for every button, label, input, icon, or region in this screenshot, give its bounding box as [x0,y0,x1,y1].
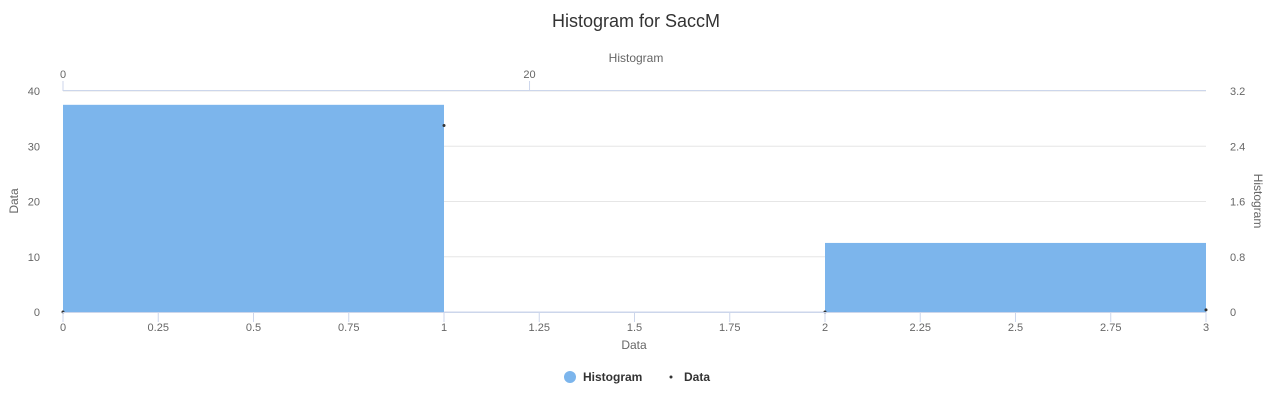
x-tick-label: 2.5 [1008,322,1023,334]
x-tick-label: 3 [1203,322,1209,334]
x-tick-label: 0 [60,322,66,334]
x-axis-title: Data [621,338,647,352]
y2-tick-label: 3.2 [1230,86,1245,98]
legend-item-data[interactable]: Data [669,370,711,384]
legend-data-symbol [669,375,673,379]
histogram-bar[interactable] [825,242,1206,312]
legend-histogram-label: Histogram [583,370,642,384]
x-tick-label: 2.75 [1100,322,1121,334]
chart-title: Histogram for SaccM [552,11,720,31]
x-tick-label: 1.25 [529,322,550,334]
y-tick-label: 0 [34,307,40,319]
legend-item-histogram[interactable]: Histogram [564,370,642,384]
y2-tick-label: 1.6 [1230,197,1245,209]
x2-tick-label: 20 [523,69,535,81]
x-tick-label: 1 [441,322,447,334]
legend-data-label: Data [684,370,710,384]
x-tick-label: 0.75 [338,322,359,334]
y-tick-label: 40 [28,86,40,98]
x-tick-label: 1.75 [719,322,740,334]
y2-tick-label: 2.4 [1230,141,1245,153]
data-point[interactable] [1204,308,1208,312]
x2-tick-label: 0 [60,69,66,81]
y2-tick-label: 0 [1230,307,1236,319]
legend-histogram-symbol [564,371,576,383]
legend: Histogram Data [564,370,710,384]
x-tick-label: 1.5 [627,322,642,334]
y-tick-label: 30 [28,141,40,153]
histogram-bars [63,104,1206,312]
y2-axis-title: Histogram [1251,174,1265,229]
top-axis-title: Histogram [609,51,664,65]
y-axis-title: Data [7,188,21,214]
y-tick-label: 20 [28,197,40,209]
y-tick-label: 10 [28,252,40,264]
x-tick-label: 0.5 [246,322,261,334]
x-tick-label: 0.25 [148,322,169,334]
y2-tick-label: 0.8 [1230,252,1245,264]
axes: 0 10 20 30 40 0 0.8 1.6 2.4 3.2 0 20 0 0.25 0.5 0.75 1 1.… [28,69,1246,334]
data-point[interactable] [442,124,446,128]
x-tick-label: 2.25 [910,322,931,334]
histogram-bar[interactable] [63,104,444,312]
x-tick-label: 2 [822,322,828,334]
